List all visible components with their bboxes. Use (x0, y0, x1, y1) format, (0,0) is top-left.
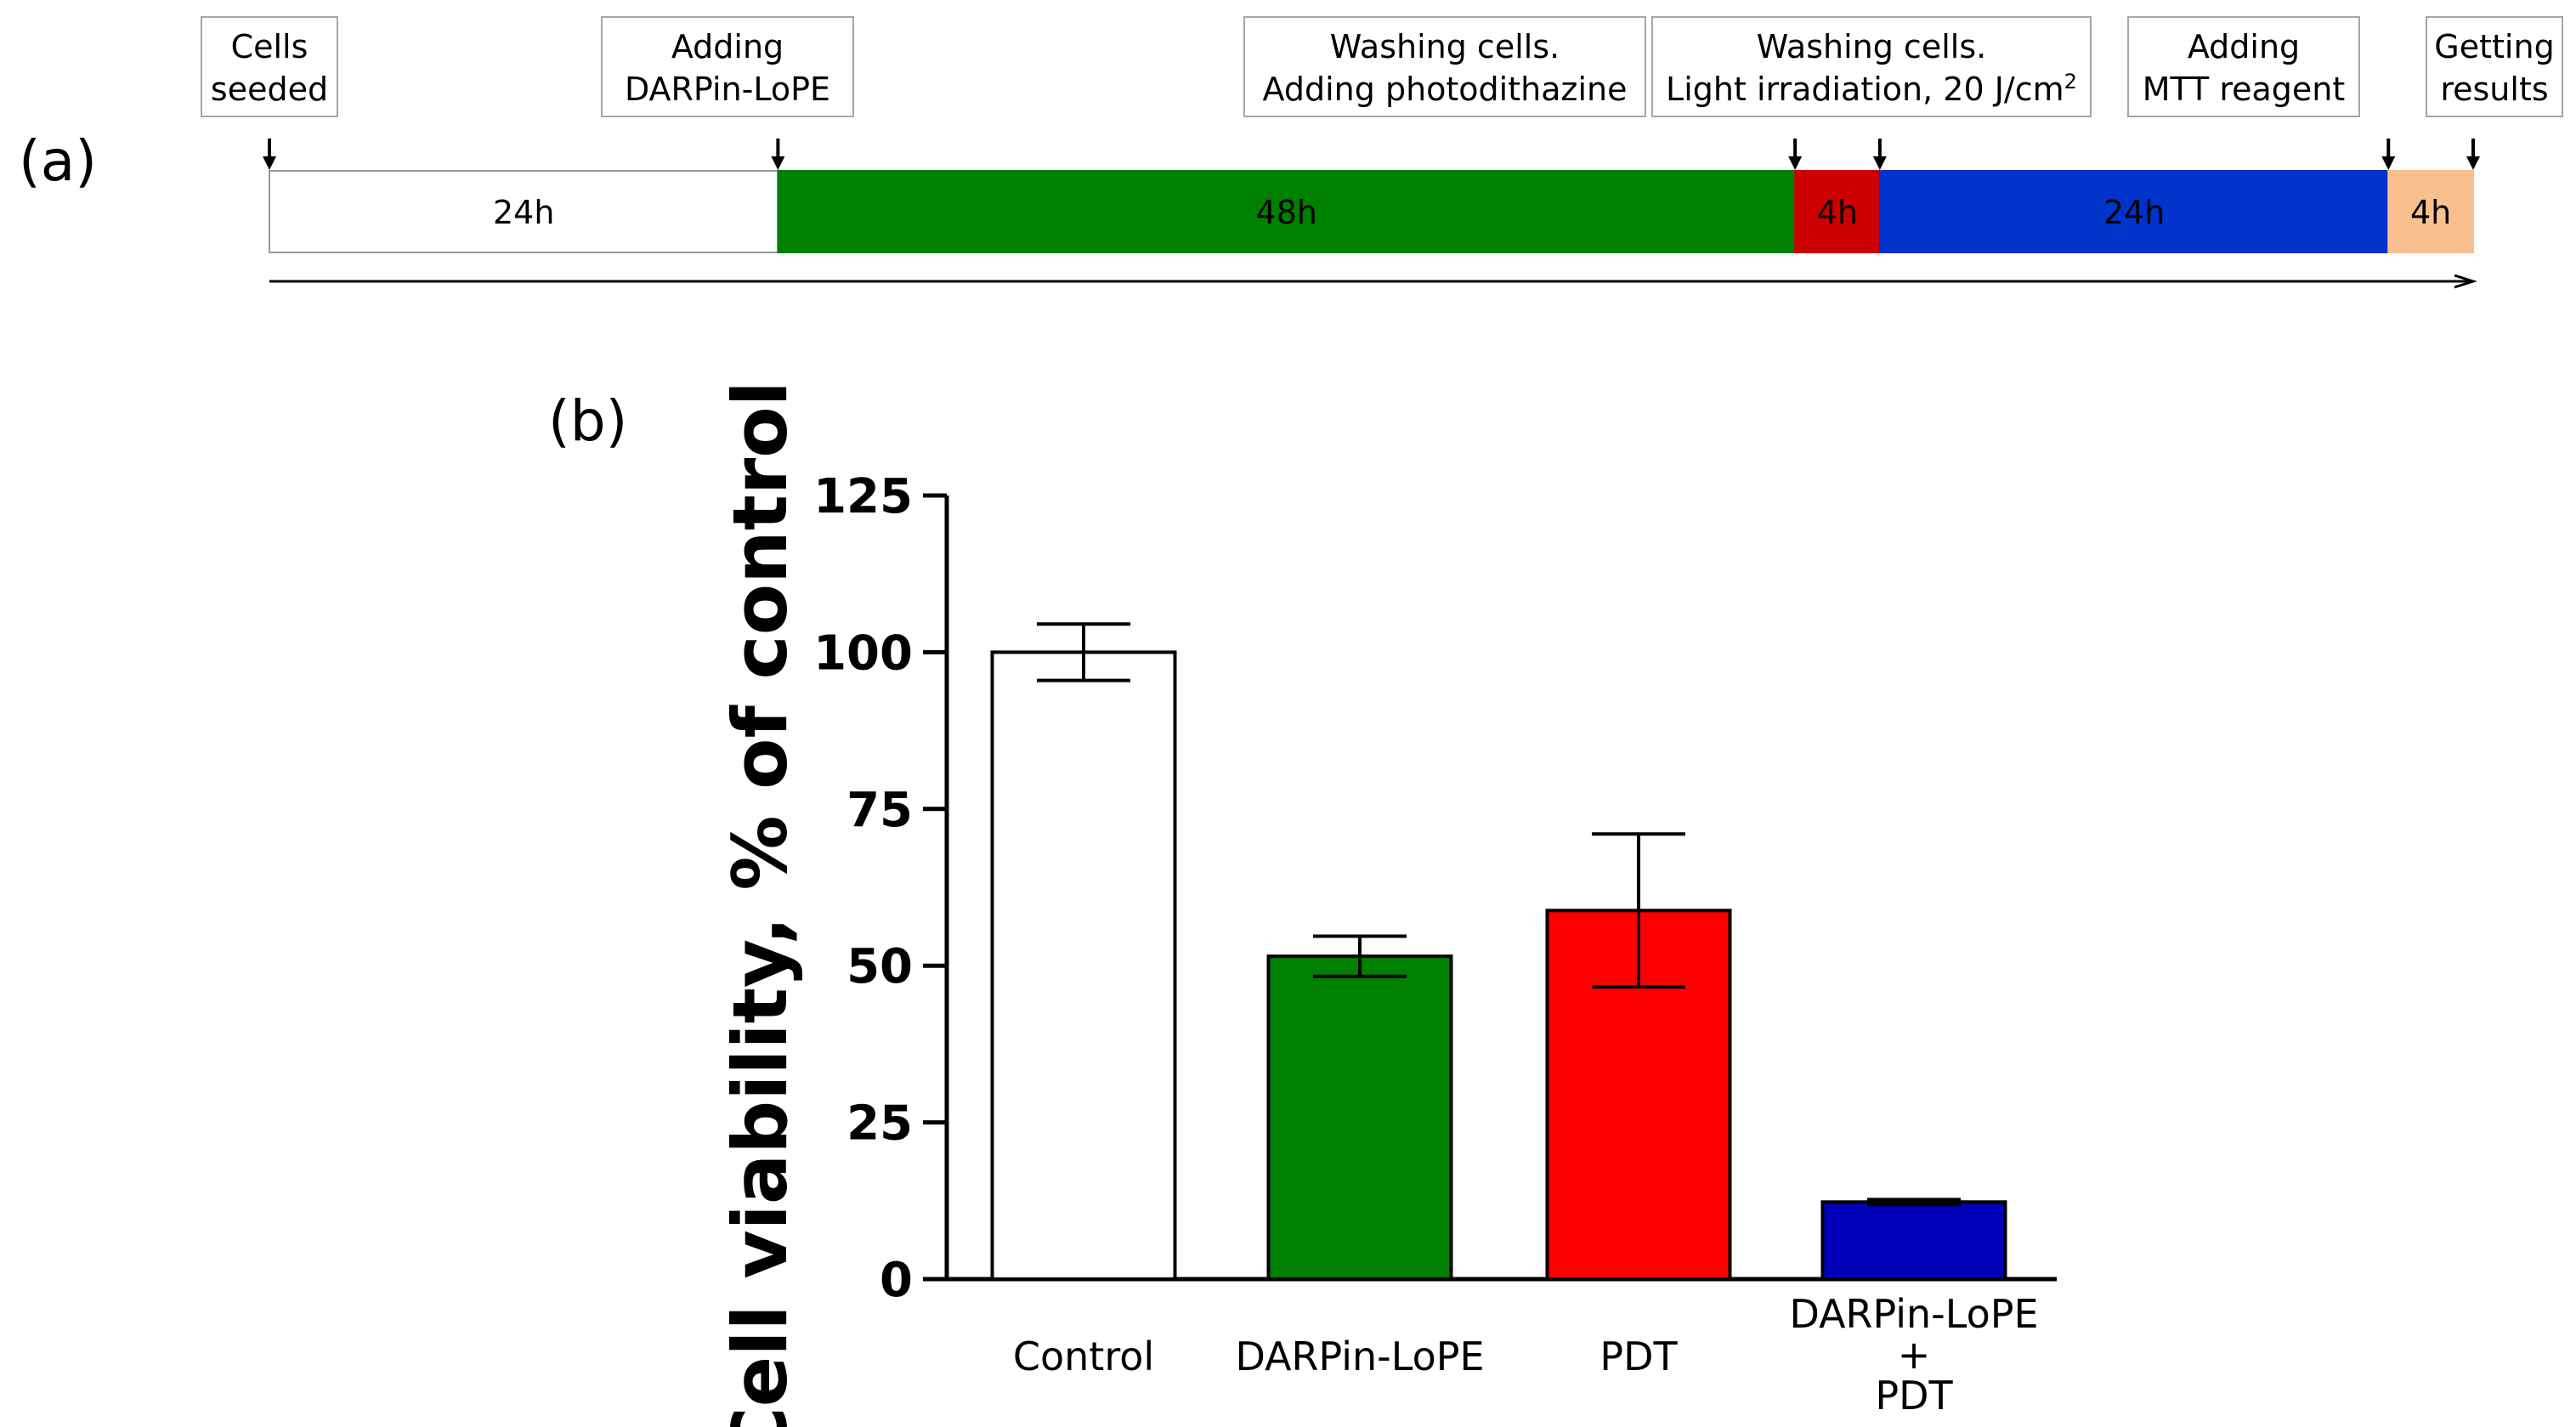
timeline-segment (1878, 170, 2390, 253)
timeline-segment (777, 170, 1797, 253)
timeline-segment-label: 4h (1817, 194, 1858, 231)
y-tick-label: 100 (813, 626, 913, 681)
event-label-line1: Washing cells. (1757, 28, 1986, 65)
y-tick-label: 75 (846, 783, 913, 838)
event-label-line1: Cells (231, 28, 309, 65)
event-box (1243, 16, 1646, 117)
event-arrow-head (2381, 156, 2396, 170)
x-tick-label: PDT (1875, 1373, 1953, 1419)
event-label-line2: Light irradiation, 20 J/cm2 (1666, 70, 2077, 108)
event-box (201, 16, 338, 117)
timeline-segment-label: 24h (493, 194, 554, 231)
timeline-segment-label: 24h (2103, 194, 2165, 231)
event-arrow-head (771, 156, 785, 170)
bar (1820, 1200, 2007, 1281)
event-box (2127, 16, 2360, 117)
event-label-line2: seeded (211, 71, 328, 108)
event-label-line2: MTT reagent (2143, 71, 2346, 108)
event-label-line1: Washing cells. (1330, 28, 1560, 65)
y-axis-label: Cell viability, % of control (716, 381, 804, 1427)
timeline-segment-label: 48h (1256, 194, 1317, 231)
event-arrow-head (1872, 156, 1887, 170)
event-box (1651, 16, 2092, 117)
timeline-segment (269, 170, 779, 253)
event-arrow-head (1788, 156, 1803, 170)
event-label-line2: results (2440, 71, 2548, 108)
bar (990, 650, 1177, 1281)
event-label-line2: DARPin-LoPE (625, 71, 830, 108)
event-box (2426, 16, 2563, 117)
y-tick-label: 0 (880, 1253, 913, 1308)
x-tick-label: Control (1013, 1334, 1154, 1379)
event-arrow-head (2466, 156, 2480, 170)
timeline-segment-label: 4h (2410, 194, 2451, 231)
y-tick-label: 125 (813, 469, 913, 524)
timeline: 24h 48h 4h 24h 4h Cells seeded Adding DARPin-LoP… (201, 16, 2563, 289)
timeline-segment (2387, 170, 2475, 253)
x-tick-label: DARPin-LoPE (1789, 1291, 2038, 1337)
x-tick-label: PDT (1599, 1334, 1678, 1379)
event-label-line2: Adding photodithazine (1263, 71, 1628, 108)
panel-a-label: (a) (19, 128, 97, 194)
event-arrow-head (263, 156, 276, 170)
time-axis-arrowhead (2454, 274, 2477, 289)
bar (1266, 954, 1453, 1281)
x-tick-label: DARPin-LoPE (1235, 1334, 1484, 1379)
event-label-line1: Adding (671, 28, 784, 65)
event-label-line1: Getting (2434, 28, 2554, 65)
event-box (601, 16, 854, 117)
y-tick-label: 25 (846, 1096, 913, 1152)
panel-b-label: (b) (548, 388, 627, 454)
x-tick-label: + (1898, 1332, 1931, 1378)
y-tick-label: 50 (846, 939, 913, 994)
event-label-line1: Adding (2188, 28, 2300, 65)
timeline-segment (1794, 170, 1881, 253)
